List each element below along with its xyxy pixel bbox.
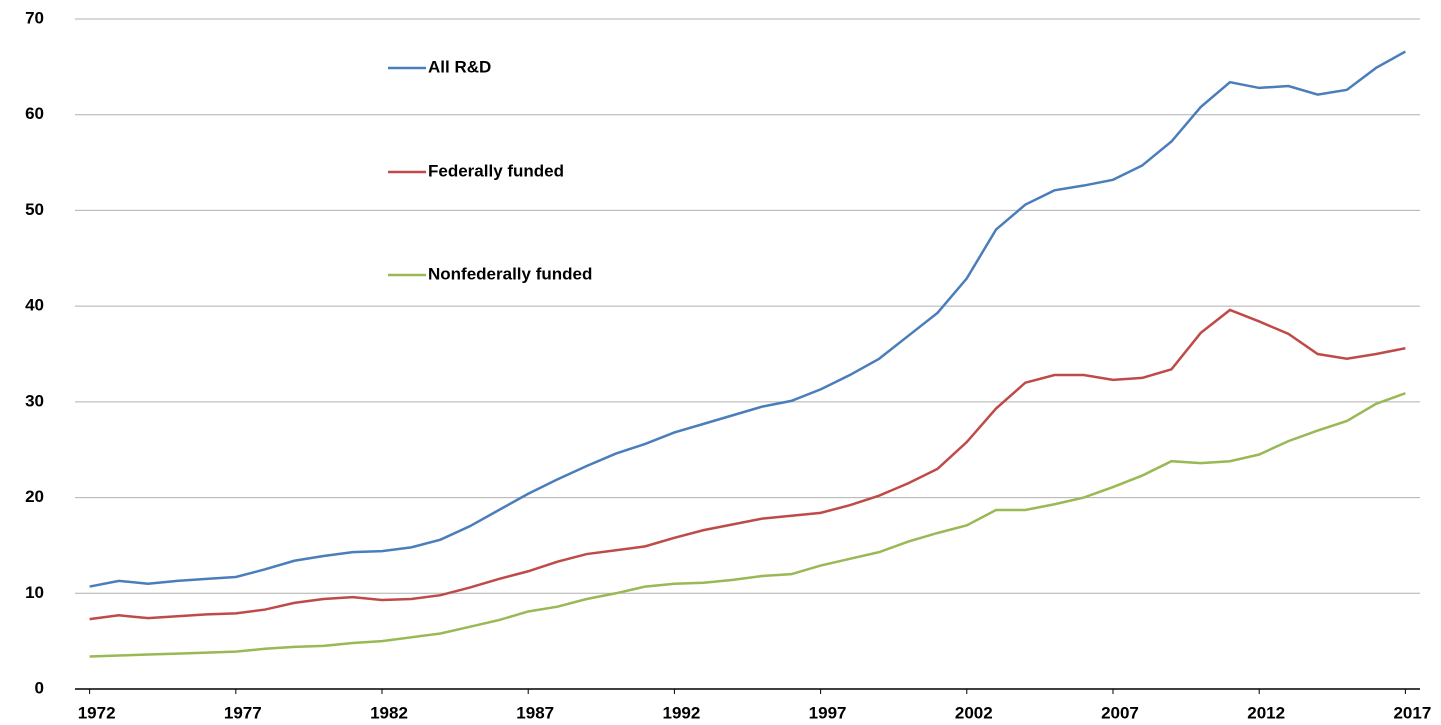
x-tick-label: 2007 — [1101, 703, 1139, 722]
x-tick-label: 1987 — [516, 703, 554, 722]
x-tick-label: 1982 — [370, 703, 408, 722]
x-tick-label: 1972 — [78, 703, 116, 722]
legend-label: Federally funded — [428, 161, 564, 180]
y-tick-label: 40 — [25, 296, 44, 315]
series-line — [89, 392, 1406, 658]
x-tick-label: 2017 — [1393, 703, 1431, 722]
series-line — [89, 50, 1406, 588]
y-tick-label: 60 — [25, 104, 44, 123]
y-tick-label: 30 — [25, 391, 44, 410]
x-tick-label: 1977 — [224, 703, 262, 722]
y-tick-label: 20 — [25, 487, 44, 506]
legend-label: All R&D — [428, 57, 491, 76]
x-tick-label: 1997 — [809, 703, 847, 722]
x-tick-label: 2012 — [1247, 703, 1285, 722]
y-tick-label: 70 — [25, 8, 44, 27]
y-tick-label: 50 — [25, 200, 44, 219]
x-tick-label: 1992 — [662, 703, 700, 722]
x-tick-label: 2002 — [955, 703, 993, 722]
series-line — [89, 308, 1406, 621]
y-tick-label: 0 — [35, 678, 44, 697]
legend-label: Nonfederally funded — [428, 264, 592, 283]
y-tick-label: 10 — [25, 583, 44, 602]
